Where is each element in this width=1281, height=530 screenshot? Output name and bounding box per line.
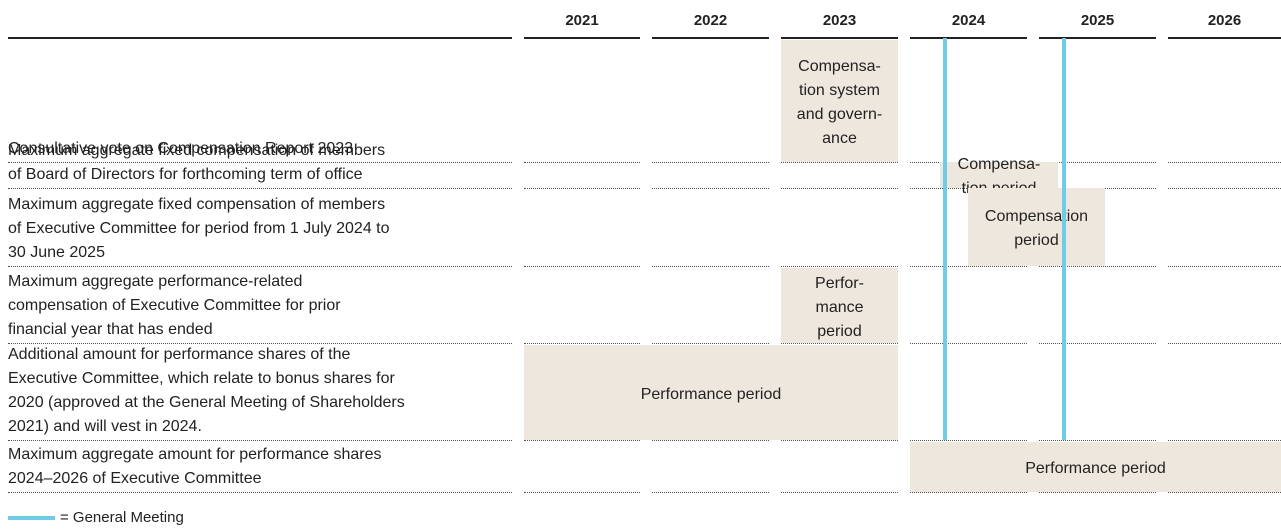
period-text: period (817, 322, 862, 340)
period-text: tion system (799, 82, 880, 99)
period-text: mance (815, 298, 864, 316)
row-divider (8, 188, 512, 189)
row-divider (652, 440, 769, 441)
row-divider (524, 440, 640, 441)
row-divider (1039, 162, 1156, 163)
year-label: 2022 (693, 12, 728, 29)
period-text: Compensa- (957, 156, 1041, 173)
row-divider (8, 440, 512, 441)
row-label: Maximum aggregate fixed compensation of … (8, 142, 386, 159)
row-divider (1039, 440, 1156, 441)
header-rule (1168, 37, 1281, 39)
row-label: 2024–2026 of Executive Committee (8, 470, 262, 487)
period-box (968, 188, 1105, 266)
row-label: financial year that has ended (8, 321, 213, 338)
row-label: 2021) and will vest in 2024. (8, 418, 202, 435)
header-rule (781, 37, 898, 39)
row-divider (781, 343, 898, 344)
row-divider (781, 188, 898, 189)
year-label: 2023 (822, 12, 857, 29)
row-divider (1168, 162, 1281, 163)
row-label: Additional amount for performance shares… (8, 346, 351, 363)
row-label: 30 June 2025 (8, 244, 105, 261)
row-divider (524, 162, 640, 163)
row-divider (1168, 492, 1281, 493)
period-text: Performance period (640, 385, 782, 403)
row-divider (910, 492, 1027, 493)
period-box (940, 162, 1058, 188)
row-label: Consultative vote on Compensation Report… (8, 140, 354, 157)
header-rule (1039, 37, 1156, 39)
period-text: Perfor- (815, 274, 864, 292)
period-text: period (1014, 232, 1059, 249)
period-box (910, 442, 1281, 492)
period-text: and govern- (796, 106, 883, 123)
row-divider (781, 162, 898, 163)
period-text: Compensa- (798, 58, 881, 75)
row-divider (781, 492, 898, 493)
row-divider (8, 162, 512, 163)
row-divider (524, 188, 640, 189)
row-divider (652, 343, 769, 344)
row-divider (8, 266, 512, 267)
header-rule (8, 37, 512, 39)
period-box (781, 40, 898, 162)
year-label: 2026 (1207, 12, 1242, 29)
general-meeting-line (1062, 38, 1066, 440)
row-divider (524, 343, 640, 344)
row-divider (1039, 492, 1156, 493)
row-divider (1168, 188, 1281, 189)
row-label: Executive Committee, which relate to bon… (8, 370, 395, 387)
row-divider (910, 440, 1027, 441)
period-text: Performance period (1025, 460, 1166, 477)
period-box (524, 345, 898, 440)
row-label: Maximum aggregate amount for performance… (8, 446, 382, 463)
row-label: Maximum aggregate performance-related (8, 273, 303, 290)
row-divider (1039, 266, 1156, 267)
row-divider (524, 492, 640, 493)
row-divider (910, 266, 1027, 267)
period-text: Compensation (984, 208, 1089, 225)
header-rule (524, 37, 640, 39)
year-label: 2025 (1080, 12, 1115, 29)
row-divider (1039, 343, 1156, 344)
row-divider (652, 266, 769, 267)
row-label: of Board of Directors for forthcoming te… (8, 166, 363, 183)
row-divider (652, 492, 769, 493)
row-label: of Executive Committee for period from 1… (8, 220, 390, 237)
row-divider (781, 440, 898, 441)
legend-label: = General Meeting (60, 509, 184, 526)
row-divider (1168, 266, 1281, 267)
row-label: 2020 (approved at the General Meeting of… (8, 394, 405, 411)
row-divider (781, 266, 898, 267)
row-divider (652, 162, 769, 163)
header-rule (652, 37, 769, 39)
legend-swatch (8, 516, 55, 520)
header-rule (910, 37, 1027, 39)
row-divider (1168, 343, 1281, 344)
period-text: ance (822, 130, 857, 147)
row-divider (652, 188, 769, 189)
row-divider (1168, 440, 1281, 441)
row-divider (910, 343, 1027, 344)
row-divider (524, 266, 640, 267)
row-divider (8, 343, 512, 344)
year-label: 2024 (951, 12, 986, 29)
general-meeting-line (943, 38, 947, 440)
period-box (781, 268, 898, 343)
year-label: 2021 (565, 12, 599, 29)
row-divider (8, 492, 512, 493)
row-label: Maximum aggregate fixed compensation of … (8, 196, 386, 213)
row-label: compensation of Executive Committee for … (8, 297, 341, 314)
